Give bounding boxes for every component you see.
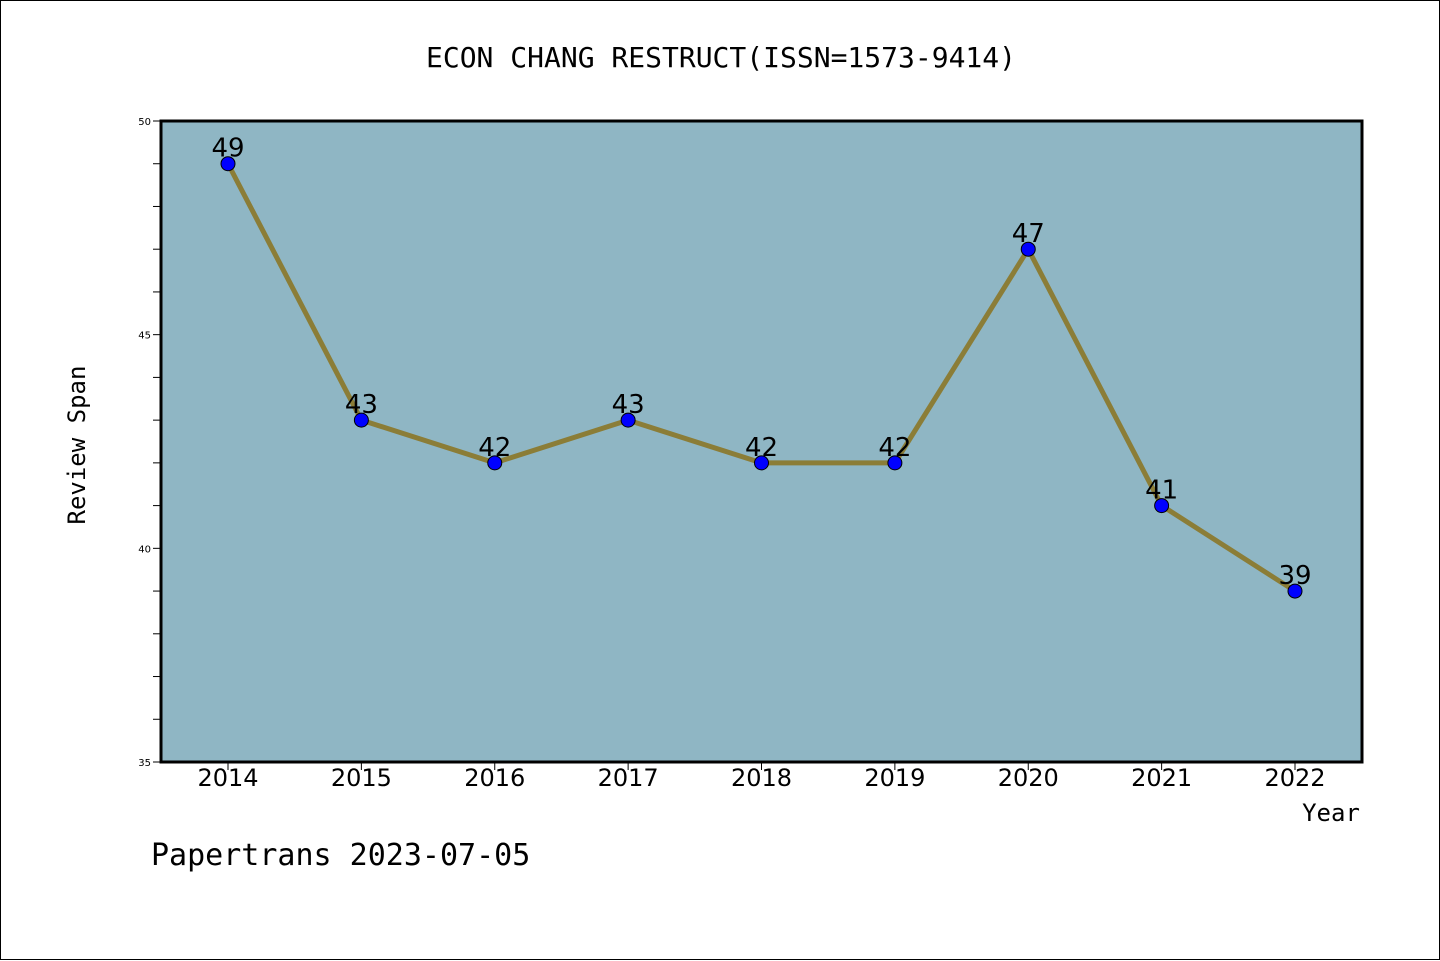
data-label: 42 [478,433,511,463]
data-label: 43 [612,390,645,420]
x-tick-label: 2020 [998,764,1059,792]
chart-title: ECON CHANG RESTRUCT(ISSN=1573-9414) [426,41,1016,74]
data-point [220,156,236,172]
x-tick-label: 2021 [1131,764,1192,792]
data-point [620,412,636,428]
x-tick-label: 2018 [731,764,792,792]
y-tick-label: 45 [138,331,151,342]
data-point [1287,583,1303,599]
y-axis-label: Review Span [63,366,91,525]
y-tick-label: 40 [138,544,151,555]
data-label: 42 [745,433,778,463]
y-minor-ticks [153,163,161,720]
x-tick-label: 2015 [331,764,392,792]
plot-area [159,119,1364,764]
x-tick-label: 2022 [1264,764,1325,792]
data-point [353,412,369,428]
data-point [887,455,903,471]
x-axis-label: Year [1302,799,1360,827]
x-tick-label: 2016 [464,764,525,792]
data-point [754,455,769,471]
data-point [1020,241,1036,257]
y-axis-ticks: 35 40 45 50 [138,117,161,769]
data-point [487,455,503,471]
y-tick-label: 35 [138,758,151,769]
x-tick-label: 2017 [598,764,659,792]
data-label: 41 [1145,476,1178,506]
watermark-text: Papertrans 2023-07-05 [151,838,530,873]
data-label: 43 [345,390,378,420]
data-points [220,156,1303,599]
x-axis-ticks: 2014 2015 2016 2017 2018 2019 2020 2021 2022 [197,762,1326,792]
data-point [1154,498,1170,514]
data-label: 49 [211,134,244,164]
data-label: 39 [1278,561,1311,591]
y-tick-label: 50 [138,117,151,128]
data-label: 42 [878,433,911,463]
x-tick-label: 2014 [197,764,258,792]
data-label: 47 [1012,219,1045,249]
x-tick-label: 2019 [864,764,925,792]
data-labels: 49 43 42 43 42 42 47 41 39 [211,134,1311,591]
